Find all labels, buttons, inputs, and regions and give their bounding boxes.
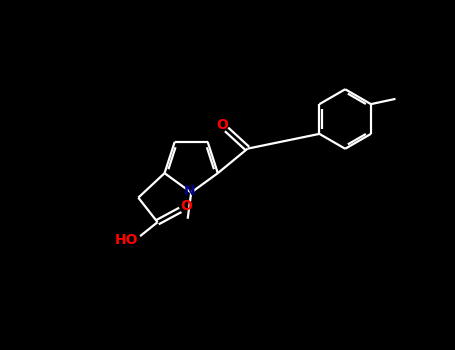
Text: O: O xyxy=(181,199,192,213)
Text: O: O xyxy=(217,118,228,132)
Text: HO: HO xyxy=(115,233,138,247)
Text: N: N xyxy=(184,184,195,198)
